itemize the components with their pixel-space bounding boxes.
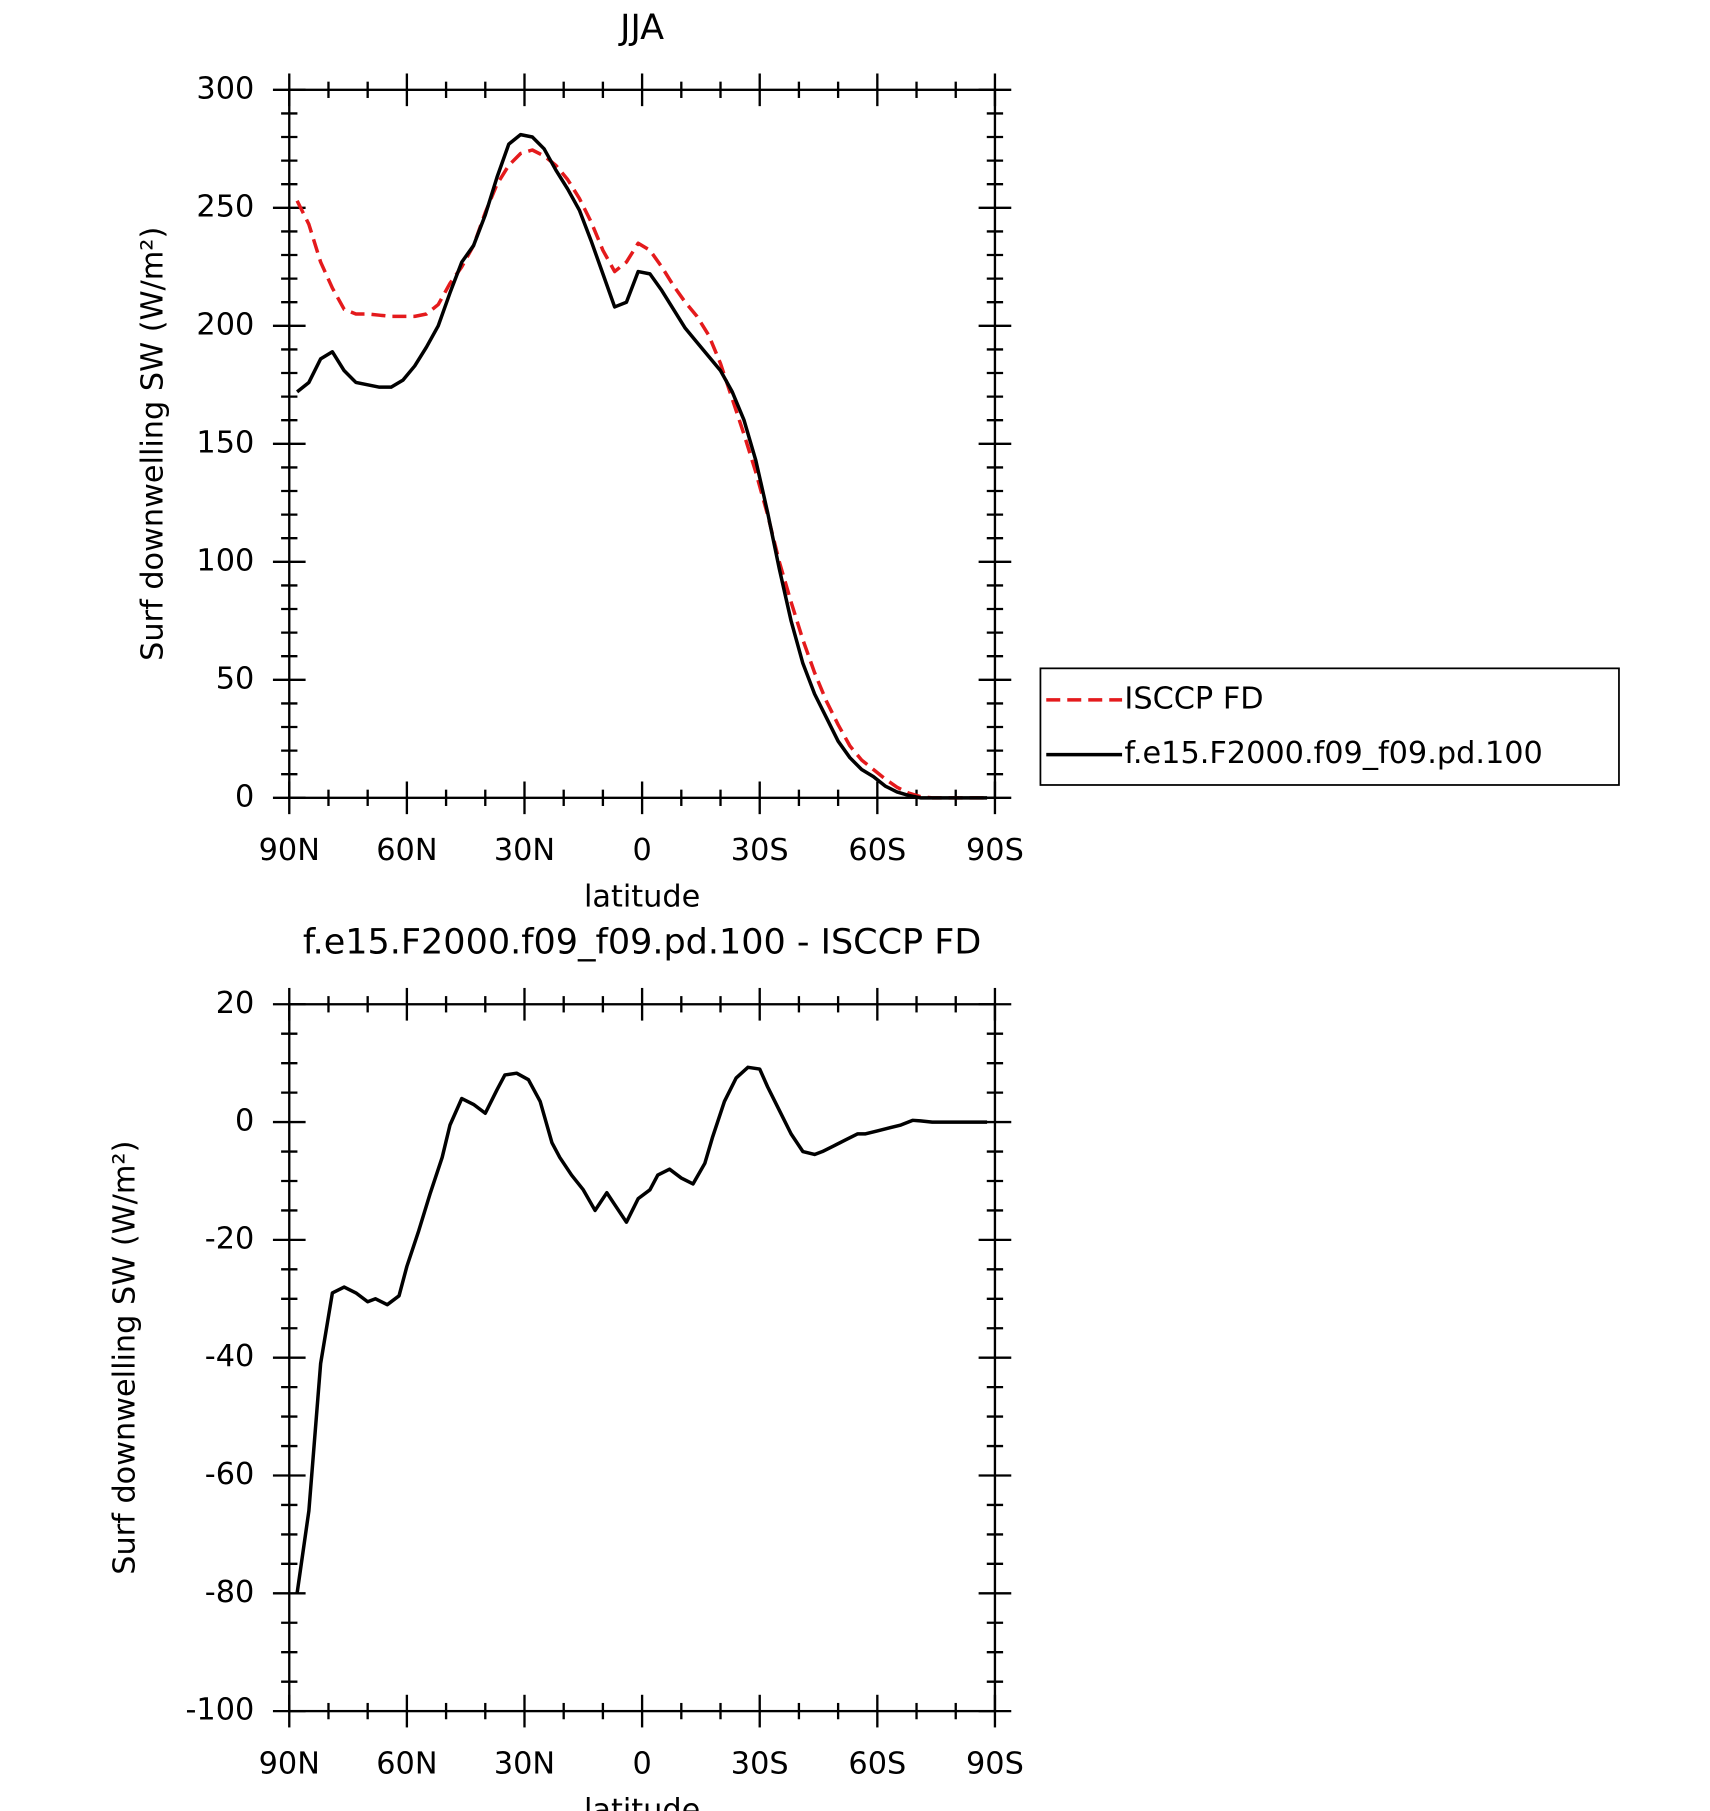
y-tick-label: -100 — [185, 1693, 254, 1728]
data-line — [296, 132, 988, 800]
y-tick-label: -60 — [205, 1457, 255, 1492]
y-tick-label: 300 — [196, 71, 254, 106]
y-tick-label: 20 — [216, 986, 255, 1021]
x-tick-label: 30N — [494, 833, 555, 868]
x-tick-label: 60N — [376, 833, 437, 868]
y-tick-label: -80 — [205, 1575, 255, 1610]
plot-frame — [288, 88, 997, 799]
legend-label: f.e15.F2000.f09_f09.pd.100 — [1124, 736, 1542, 771]
x-axis-label: latitude — [584, 1793, 700, 1811]
x-tick-label: 0 — [632, 1746, 651, 1781]
plot-root: 90N 60N 30N 0 30S 60S 90S050100150200250300JJA… — [107, 8, 1620, 1811]
y-tick-label: 100 — [196, 543, 254, 578]
y-tick-label: 150 — [196, 425, 254, 460]
x-tick-label: 90S — [966, 1746, 1024, 1781]
x-tick-label: 30N — [494, 1746, 555, 1781]
chart-title: JJA — [618, 8, 664, 48]
y-tick-label: 50 — [216, 661, 255, 696]
x-tick-label: 30S — [731, 1746, 789, 1781]
y-tick-label: 200 — [196, 307, 254, 342]
x-axis-label: latitude — [584, 880, 700, 915]
data-line — [295, 148, 988, 800]
chart-title: f.e15.F2000.f09_f09.pd.100 - ISCCP FD — [303, 923, 981, 963]
legend-label: ISCCP FD — [1124, 681, 1263, 716]
x-tick-label: 90S — [966, 833, 1024, 868]
y-tick-label: 0 — [235, 779, 254, 814]
x-tick-label: 60S — [848, 833, 906, 868]
legend-box — [1039, 667, 1620, 786]
x-tick-label: 60S — [848, 1746, 906, 1781]
y-tick-label: -20 — [205, 1221, 255, 1256]
y-tick-label: 250 — [196, 189, 254, 224]
y-axis-label: Surf downwelling SW (W/m²) — [107, 1141, 142, 1575]
plot-frame — [288, 1003, 997, 1713]
x-tick-label: 60N — [376, 1746, 437, 1781]
x-tick-label: 0 — [632, 833, 651, 868]
y-tick-label: 0 — [235, 1104, 254, 1139]
y-axis-label: Surf downwelling SW (W/m²) — [135, 227, 170, 661]
x-tick-label: 90N — [259, 1746, 320, 1781]
x-tick-label: 30S — [731, 833, 789, 868]
data-line — [295, 1065, 988, 1594]
x-tick-label: 90N — [259, 833, 320, 868]
y-tick-label: -40 — [205, 1339, 255, 1374]
